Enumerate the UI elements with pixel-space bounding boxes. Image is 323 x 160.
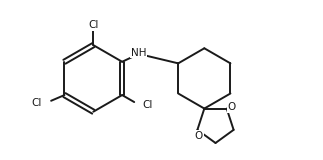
Text: O: O xyxy=(195,131,203,140)
Text: Cl: Cl xyxy=(32,98,42,108)
Text: NH: NH xyxy=(131,48,146,58)
Text: Cl: Cl xyxy=(88,20,99,30)
Text: Cl: Cl xyxy=(142,100,152,110)
Text: O: O xyxy=(228,102,236,112)
